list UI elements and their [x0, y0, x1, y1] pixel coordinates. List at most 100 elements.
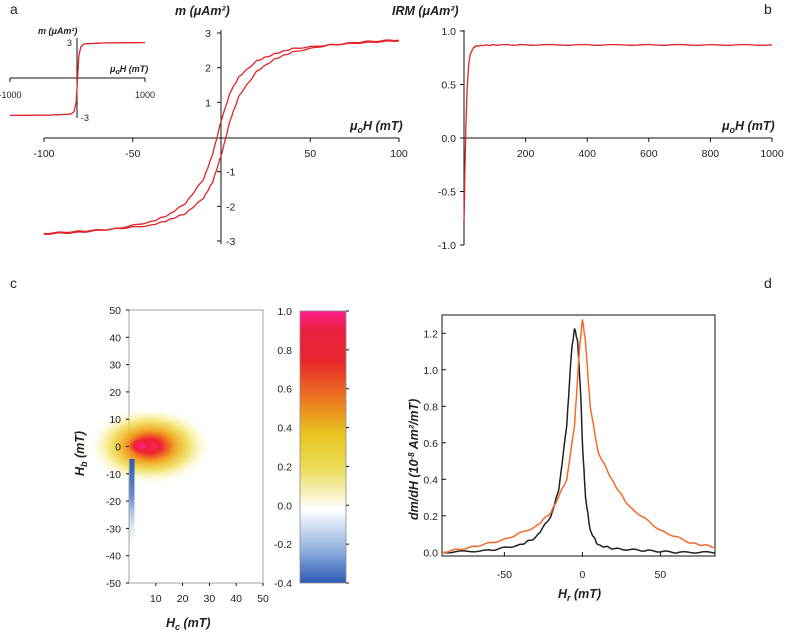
inset-series	[10, 41, 145, 117]
inset-ytick-bottom: -3	[81, 113, 89, 123]
c-xtick-label: 20	[177, 593, 189, 605]
d-ytick-label: 0.8	[423, 401, 438, 413]
panel-c-xlabel-sub: c	[175, 622, 180, 632]
panel-d-xlabel-main: H	[558, 587, 568, 601]
inset-xtick-right: 1000	[135, 90, 155, 100]
c-xtick-label: 10	[150, 593, 162, 605]
d-ytick-label: 0.2	[423, 511, 438, 523]
panel-d: -50 0 50 0.0 0.2 0.4 0.6 0.8 1.0 1.2 Hr (mT) dm/…	[407, 314, 716, 603]
b-xtick-label: 1000	[760, 148, 784, 160]
c-ytick-label: -30	[106, 523, 121, 535]
d-ytick-label: 1.2	[423, 328, 438, 340]
panel-c-y-ticks: 50 40 30 20 10 0 -10 -20 -30 -40 -50	[106, 305, 129, 590]
a-xtick-label: -100	[33, 148, 54, 160]
panel-a-ylabel: m (μAm²)	[175, 4, 230, 18]
inset-xlabel-sub: o	[115, 69, 120, 76]
panel-c-ylabel-sub: b	[79, 461, 89, 467]
c-ytick-label: 50	[109, 305, 121, 317]
colorbar-tick-label: 0.4	[277, 423, 292, 435]
panel-d-xlabel: Hr (mT)	[558, 587, 601, 603]
b-ytick-label: 0.5	[441, 80, 456, 92]
b-xtick-label: 200	[517, 148, 535, 160]
inset-xtick-left: -1000	[0, 90, 22, 100]
colorbar-tick-label: 0.0	[277, 500, 292, 512]
c-ytick-label: -10	[106, 469, 121, 481]
b-ytick-label: 1.0	[441, 26, 456, 38]
c-xtick-label: 30	[204, 593, 216, 605]
inset-xlabel: μoH (mT)	[109, 64, 148, 76]
a-ytick-label: 3	[205, 28, 211, 40]
inset-xlabel-main: μ	[109, 64, 116, 74]
inset-xlabel-rest: H (mT)	[120, 64, 149, 74]
panel-d-ylabel: dm/dH (10-8 Am²/mT)	[407, 399, 421, 520]
panel-a-xlabel-rest: H (mT)	[363, 119, 403, 133]
heatmap-peak	[129, 438, 155, 454]
panel-c-ylabel-main: H	[73, 466, 87, 476]
panel-a-y-ticks: -3 -2 -1 1 2 3	[205, 28, 235, 248]
panel-c-x-ticks: 10 20 30 40 50	[150, 583, 269, 605]
a-ytick-label: 2	[205, 63, 211, 75]
colorbar	[299, 310, 347, 584]
panel-c-xlabel-rest: (mT)	[180, 616, 211, 630]
inset-series-0	[10, 41, 145, 117]
panel-d-series	[441, 319, 716, 554]
c-ytick-label: -20	[106, 496, 121, 508]
a-series-1	[43, 39, 400, 235]
b-xtick-label: 600	[640, 148, 658, 160]
panel-b-series	[463, 43, 773, 222]
colorbar-tick-label: 1.0	[277, 306, 292, 318]
panel-d-y-ticks: 0.0 0.2 0.4 0.6 0.8 1.0 1.2	[423, 328, 446, 559]
d-series-black	[441, 328, 716, 554]
panel-a-inset: -1000 1000 3 -3 m (μAm²) μoH (mT)	[0, 26, 155, 123]
colorbar-tick-label: -0.4	[274, 578, 292, 590]
panel-b-y-ticks: 1.0 0.5 0.0 -0.5 -1.0	[438, 26, 464, 252]
c-ytick-label: -40	[106, 551, 121, 563]
c-ytick-label: 40	[109, 332, 121, 344]
panel-c-ylabel: Hb (mT)	[73, 431, 89, 476]
d-series-orange	[441, 319, 716, 554]
b-ytick-label: -0.5	[438, 187, 456, 199]
panel-d-ylabel-sup: -8	[407, 452, 416, 460]
panel-label-a: a	[10, 1, 18, 17]
panel-a-xlabel-main: μ	[349, 119, 358, 133]
panel-b-x-ticks: 200 400 600 800 1000	[517, 138, 784, 160]
b-xtick-label: 400	[578, 148, 596, 160]
d-ytick-label: 1.0	[423, 365, 438, 377]
panel-label-c: c	[10, 275, 17, 291]
a-series-0	[43, 40, 400, 235]
b-xtick-label: 800	[702, 148, 720, 160]
panel-a-series	[43, 39, 400, 235]
a-ytick-label: -1	[226, 167, 235, 179]
c-ytick-label: 30	[109, 360, 121, 372]
panel-d-x-ticks: -50 0 50	[497, 552, 667, 581]
b-ytick-label: -1.0	[438, 240, 456, 252]
panel-b-xlabel: μoH (mT)	[721, 119, 775, 135]
d-xtick-label: 0	[579, 569, 585, 581]
colorbar-ticks: 1.0 0.8 0.6 0.4 0.2 0.0 -0.2 -0.4	[274, 306, 349, 590]
a-xtick-label: 100	[390, 148, 408, 160]
panel-b-xlabel-main: μ	[721, 119, 730, 133]
a-ytick-label: -2	[226, 201, 235, 213]
colorbar-tick-label: 0.6	[277, 384, 292, 396]
b-ytick-label: 0.0	[441, 133, 456, 145]
c-ytick-label: 20	[109, 387, 121, 399]
c-ytick-label: 10	[109, 414, 121, 426]
panel-d-xlabel-sub: r	[567, 593, 571, 603]
panel-label-b: b	[764, 1, 772, 17]
a-ytick-label: -3	[226, 236, 235, 248]
colorbar-tick-label: -0.2	[274, 539, 292, 551]
panel-a-xlabel-sub: o	[358, 125, 364, 135]
heatmap	[90, 408, 210, 554]
c-xtick-label: 40	[230, 593, 242, 605]
panel-d-ylabel-rest: Am²/mT)	[407, 399, 421, 453]
panel-b-xlabel-rest: H (mT)	[735, 119, 775, 133]
colorbar-tick-label: 0.8	[277, 345, 292, 357]
panel-a-xlabel: μoH (mT)	[349, 119, 403, 135]
d-xtick-label: 50	[655, 569, 667, 581]
c-ytick-label: -50	[106, 578, 121, 590]
c-ytick-label: 0	[115, 442, 121, 454]
d-ytick-label: 0.6	[423, 438, 438, 450]
a-xtick-label: -50	[125, 148, 140, 160]
